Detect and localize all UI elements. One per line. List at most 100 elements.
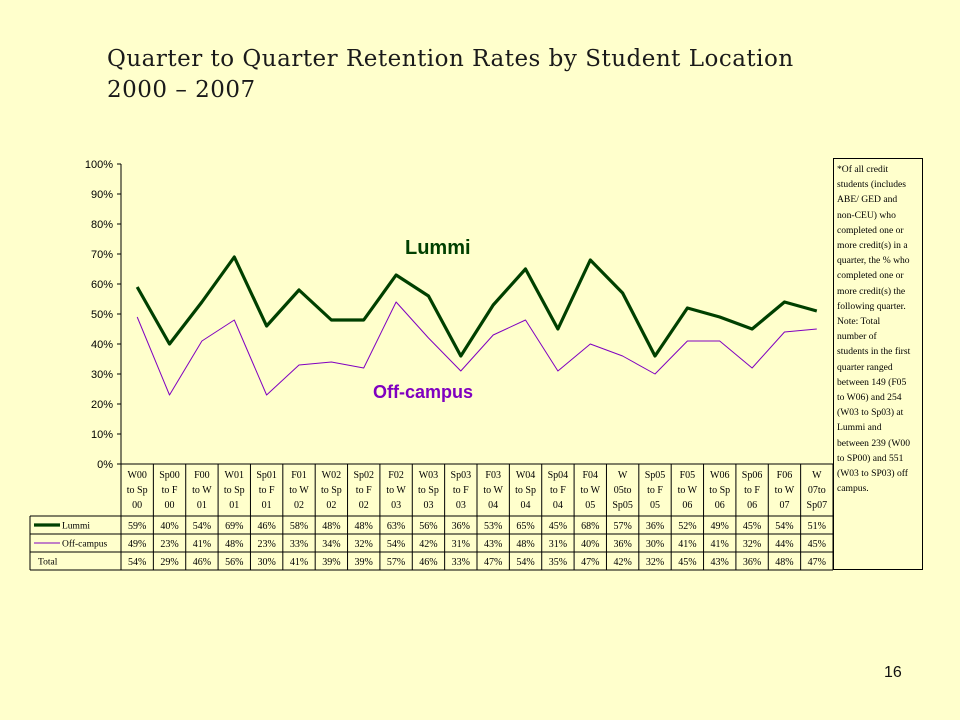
y-tick-label: 60%: [91, 279, 113, 291]
data-label: 41%: [290, 557, 308, 568]
category-label: 02: [359, 500, 369, 511]
category-label: to W: [678, 485, 698, 496]
data-label: 42%: [419, 539, 437, 550]
data-label: 56%: [225, 557, 243, 568]
category-label: 05: [585, 500, 595, 511]
data-label: 33%: [452, 557, 470, 568]
category-label: to W: [775, 485, 795, 496]
category-label: 01: [229, 500, 239, 511]
series-line-lummi: [135, 255, 818, 358]
category-label: 06: [715, 500, 725, 511]
data-label: 29%: [160, 557, 178, 568]
data-label: 33%: [290, 539, 308, 550]
category-label: 03: [456, 500, 466, 511]
category-label: to Sp: [709, 485, 730, 496]
title-line-1: Quarter to Quarter Retention Rates by St…: [107, 46, 794, 72]
chart-note-box: *Of all credit students (includes ABE/ G…: [833, 158, 923, 570]
data-label: 57%: [387, 557, 405, 568]
category-label: to F: [162, 485, 178, 496]
category-label: to F: [744, 485, 760, 496]
y-tick-label: 30%: [91, 369, 113, 381]
category-label: 02: [326, 500, 336, 511]
category-label: to W: [483, 485, 503, 496]
data-label: 47%: [484, 557, 502, 568]
data-label: 30%: [257, 557, 275, 568]
category-label: W03: [419, 470, 438, 481]
category-label: F01: [291, 470, 307, 481]
category-label: 03: [423, 500, 433, 511]
category-label: to Sp: [127, 485, 148, 496]
data-label: 47%: [808, 557, 826, 568]
data-label: 54%: [193, 521, 211, 532]
annotation-lummi: Lummi: [405, 237, 471, 259]
category-label: 02: [294, 500, 304, 511]
data-label: 39%: [355, 557, 373, 568]
note-paragraph-2: Note: Total number of students in the fi…: [837, 316, 911, 495]
data-label: 45%: [678, 557, 696, 568]
data-label: 69%: [225, 521, 243, 532]
data-label: 39%: [322, 557, 340, 568]
data-label: 30%: [646, 539, 664, 550]
data-label: 40%: [581, 539, 599, 550]
data-label: 46%: [419, 557, 437, 568]
data-label: 34%: [322, 539, 340, 550]
data-label: 54%: [128, 557, 146, 568]
data-label: 44%: [775, 539, 793, 550]
y-tick-label: 70%: [91, 249, 113, 261]
category-label: W01: [225, 470, 244, 481]
page-number: 16: [884, 664, 902, 681]
category-label: W: [618, 470, 628, 481]
category-label: W: [812, 470, 822, 481]
category-label: Sp05: [645, 470, 666, 481]
category-label: Sp02: [353, 470, 374, 481]
data-label: 45%: [549, 521, 567, 532]
category-label: to F: [647, 485, 663, 496]
data-label: 54%: [775, 521, 793, 532]
category-label: F03: [485, 470, 501, 481]
category-label: 04: [488, 500, 498, 511]
category-label: W04: [516, 470, 535, 481]
data-label: 32%: [355, 539, 373, 550]
y-tick-label: 50%: [91, 309, 113, 321]
category-label: 00: [132, 500, 142, 511]
category-label: Sp01: [256, 470, 277, 481]
data-label: 31%: [452, 539, 470, 550]
data-label: 45%: [808, 539, 826, 550]
category-label: to Sp: [224, 485, 245, 496]
category-label: 07to: [808, 485, 826, 496]
category-label: W00: [127, 470, 146, 481]
data-label: 47%: [581, 557, 599, 568]
category-label: to W: [192, 485, 212, 496]
y-tick-label: 90%: [91, 189, 113, 201]
data-label: 35%: [549, 557, 567, 568]
category-label: Sp03: [451, 470, 472, 481]
category-label: to F: [453, 485, 469, 496]
data-label: 68%: [581, 521, 599, 532]
data-label: 48%: [355, 521, 373, 532]
data-label: 42%: [613, 557, 631, 568]
series-line-off-campus: [136, 301, 817, 396]
data-label: 31%: [549, 539, 567, 550]
data-label: 59%: [128, 521, 146, 532]
category-label: to Sp: [515, 485, 536, 496]
note-paragraph-1: *Of all credit students (includes ABE/ G…: [837, 164, 910, 312]
category-label: Sp07: [807, 500, 828, 511]
category-label: F06: [777, 470, 793, 481]
data-label: 36%: [646, 521, 664, 532]
data-label: 48%: [225, 539, 243, 550]
category-label: 06: [682, 500, 692, 511]
category-label: W06: [710, 470, 729, 481]
category-label: F02: [388, 470, 404, 481]
data-label: 32%: [646, 557, 664, 568]
y-tick-label: 20%: [91, 399, 113, 411]
category-label: 01: [262, 500, 272, 511]
data-label: 36%: [743, 557, 761, 568]
data-label: 49%: [711, 521, 729, 532]
data-label: 48%: [775, 557, 793, 568]
title-line-2: 2000 – 2007: [107, 77, 256, 103]
category-label: 00: [165, 500, 175, 511]
category-label: 04: [521, 500, 531, 511]
data-label: 41%: [678, 539, 696, 550]
category-label: F05: [680, 470, 696, 481]
category-label: F00: [194, 470, 210, 481]
